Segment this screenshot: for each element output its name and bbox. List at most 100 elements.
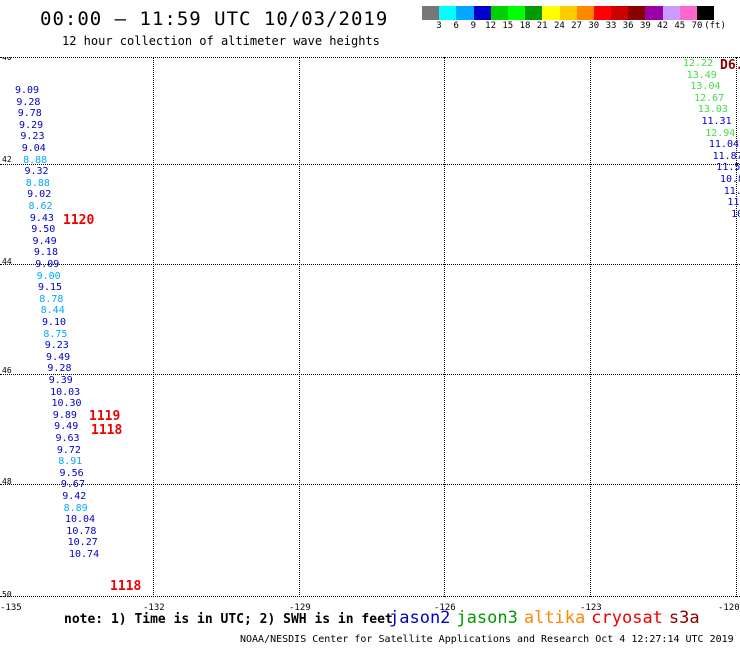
- wave-height-value: 9.28: [47, 363, 72, 375]
- wave-height-value: 9.29: [19, 119, 44, 131]
- lon-label: -120: [718, 603, 740, 613]
- color-scale-tick: 30: [588, 21, 600, 31]
- grid-line-lon-120: [736, 57, 737, 597]
- color-swatch: [473, 6, 491, 20]
- grid-line-lat-42: [0, 164, 740, 165]
- wave-height-value: 13.04: [690, 81, 721, 93]
- wave-height-value: 9.49: [32, 235, 57, 247]
- color-swatch: [439, 6, 457, 20]
- wave-height-value: 10: [731, 208, 740, 220]
- grid-line-lat-48: [0, 484, 740, 485]
- wave-height-value: 9.10: [42, 317, 67, 328]
- lon-label: -123: [580, 603, 602, 613]
- grid-line-lat-40: [0, 57, 740, 58]
- wave-height-value: 12.94: [705, 127, 736, 139]
- color-swatch: [507, 6, 526, 20]
- wave-height-value: 11.5: [716, 162, 740, 174]
- wave-height-value: 10.78: [66, 525, 97, 537]
- color-swatch: [679, 6, 697, 20]
- color-scale-tick: 15: [502, 21, 514, 31]
- wave-height-value: 9.49: [46, 351, 71, 363]
- time-label: 1118: [91, 423, 123, 438]
- wave-height-value: 8.62: [28, 201, 53, 212]
- wave-height-value: 8.91: [58, 456, 83, 468]
- grid-line-lat-46: [0, 374, 740, 375]
- color-scale-tick: 12: [485, 21, 497, 31]
- wave-height-value: 9.09: [15, 85, 40, 96]
- time-label: 1118: [110, 579, 142, 594]
- wave-height-value: 9.23: [44, 340, 69, 352]
- lat-label: 50: [2, 590, 12, 597]
- legend-s3a: s3a: [668, 608, 700, 628]
- grid-line-lat-44: [0, 264, 740, 265]
- grid-line-lon-126: [444, 57, 445, 597]
- color-scale-tick: 24: [553, 21, 565, 31]
- color-scale-tick: 9: [470, 21, 477, 31]
- color-swatch: [456, 6, 474, 20]
- color-scale-tick: 6: [453, 21, 459, 31]
- wave-height-value: 8.88: [25, 177, 50, 189]
- wave-height-value: 10.8: [720, 174, 740, 185]
- lon-label: -132: [143, 603, 165, 613]
- wave-height-value: 8.75: [43, 328, 68, 340]
- lon-label: -135: [0, 603, 22, 613]
- wave-height-value: 9.67: [60, 479, 85, 491]
- lon-label: -129: [289, 603, 311, 613]
- color-scale-tick: (ft): [704, 21, 726, 31]
- color-scale-tick: 27: [571, 21, 583, 31]
- color-swatch: [662, 6, 680, 20]
- color-swatch: [490, 6, 508, 20]
- color-swatch: [697, 6, 715, 20]
- grid-line-lat-50: [0, 596, 740, 597]
- map-title: 00:00 – 11:59 UTC 10/03/2019: [40, 8, 389, 30]
- color-swatch: [525, 6, 543, 20]
- wave-height-value: 9.18: [33, 247, 58, 259]
- wave-height-value: 9.23: [20, 131, 45, 143]
- wave-height-value: 9.00: [36, 270, 61, 282]
- wave-height-value: 9.02: [27, 189, 52, 201]
- color-scale-tick: 18: [519, 21, 531, 31]
- legend-jason3: jason3: [456, 608, 518, 628]
- wave-height-value: 10.74: [69, 549, 100, 560]
- wave-height-value: 9.56: [59, 467, 84, 479]
- wave-height-value: 11.31: [701, 116, 732, 127]
- map-plot-area: 40 42 44 46 48 50 9.09 9.28 9.78 9.29 9.23 9.…: [0, 57, 740, 597]
- wave-height-value: 9.43: [29, 212, 54, 224]
- color-scale-tick: 21: [536, 21, 548, 31]
- satellite-legend: jason2 jason3 altika cryosat s3a: [389, 608, 706, 628]
- wave-height-value: 11: [727, 197, 740, 209]
- wave-height-value: 10.30: [51, 398, 82, 410]
- lon-label: -126: [434, 603, 456, 613]
- units-note: note: 1) Time is in UTC; 2) SWH is in fe…: [64, 612, 393, 627]
- wave-height-value: 13.03: [697, 104, 728, 116]
- wave-height-value: 8.88: [23, 154, 48, 166]
- color-swatch: [576, 6, 594, 20]
- wave-height-value: 11.: [723, 185, 740, 197]
- wave-height-value: 9.42: [62, 491, 87, 502]
- wave-height-value: 12.22: [683, 58, 714, 69]
- grid-line-lon-123: [590, 57, 591, 597]
- color-scale-tick: 70: [691, 21, 703, 31]
- wave-height-value: 9.72: [56, 444, 81, 456]
- wave-height-value: 9.32: [24, 166, 49, 178]
- wave-height-value: 10.04: [64, 514, 96, 526]
- wave-height-value: 11.04: [708, 139, 739, 151]
- lat-label: 42: [2, 155, 12, 164]
- color-swatch: [422, 6, 440, 20]
- lat-label: 44: [2, 257, 12, 266]
- wave-height-value: 13.49: [686, 69, 717, 81]
- color-scale-tick: 3: [436, 21, 442, 31]
- grid-line-lon-132: [153, 57, 154, 597]
- grid-line-lon-129: [299, 57, 300, 597]
- color-swatch: [611, 6, 629, 20]
- time-label: 1119: [89, 409, 121, 424]
- wave-height-value: 9.28: [16, 96, 41, 108]
- time-label: 1120: [63, 213, 95, 228]
- color-scale-tick: 45: [674, 21, 686, 31]
- color-swatch: [645, 6, 663, 20]
- color-scale-tick: 42: [657, 21, 669, 31]
- wave-height-value: 9.78: [17, 108, 42, 120]
- wave-height-value: 10.27: [67, 537, 98, 549]
- credit-line: NOAA/NESDIS Center for Satellite Applica…: [240, 634, 734, 645]
- color-swatch: [542, 6, 560, 20]
